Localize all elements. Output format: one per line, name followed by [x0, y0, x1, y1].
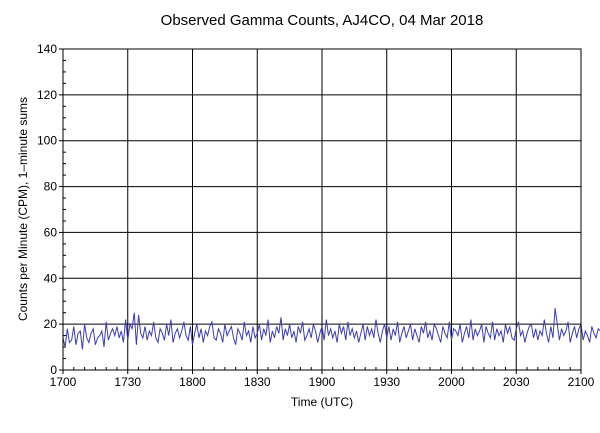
y-tick-label: 140: [37, 42, 57, 56]
grid-lines: [62, 48, 582, 371]
y-tick-label: 0: [50, 363, 57, 377]
x-tick-label: 1900: [309, 375, 336, 389]
y-tick-label: 60: [44, 225, 58, 239]
y-tick-label: 100: [37, 134, 57, 148]
x-tick-label: 1730: [114, 375, 141, 389]
x-tick-label: 1930: [373, 375, 400, 389]
x-tick-label: 1700: [50, 375, 77, 389]
x-tick-label: 2100: [568, 375, 595, 389]
x-tick-label: 1830: [244, 375, 271, 389]
x-axis-ticks: 1700 1730 1800 1830 1900 1930 2000 2030 2100: [50, 370, 595, 389]
y-axis-ticks: 0 20 40 60 80 100 120 140: [37, 42, 63, 377]
series-layer: [62, 308, 600, 350]
chart-title: Observed Gamma Counts, AJ4CO, 04 Mar 201…: [161, 12, 484, 29]
x-tick-label: 2030: [503, 375, 530, 389]
x-tick-label: 2000: [438, 375, 465, 389]
y-tick-label: 20: [44, 317, 58, 331]
x-axis-label: Time (UTC): [291, 395, 353, 409]
y-tick-label: 120: [37, 88, 57, 102]
series-line: [62, 308, 600, 350]
y-tick-label: 40: [44, 271, 58, 285]
x-tick-label: 1800: [179, 375, 206, 389]
y-axis-label: Counts per Minute (CPM), 1–minute sums: [16, 97, 30, 321]
y-tick-label: 80: [44, 180, 58, 194]
